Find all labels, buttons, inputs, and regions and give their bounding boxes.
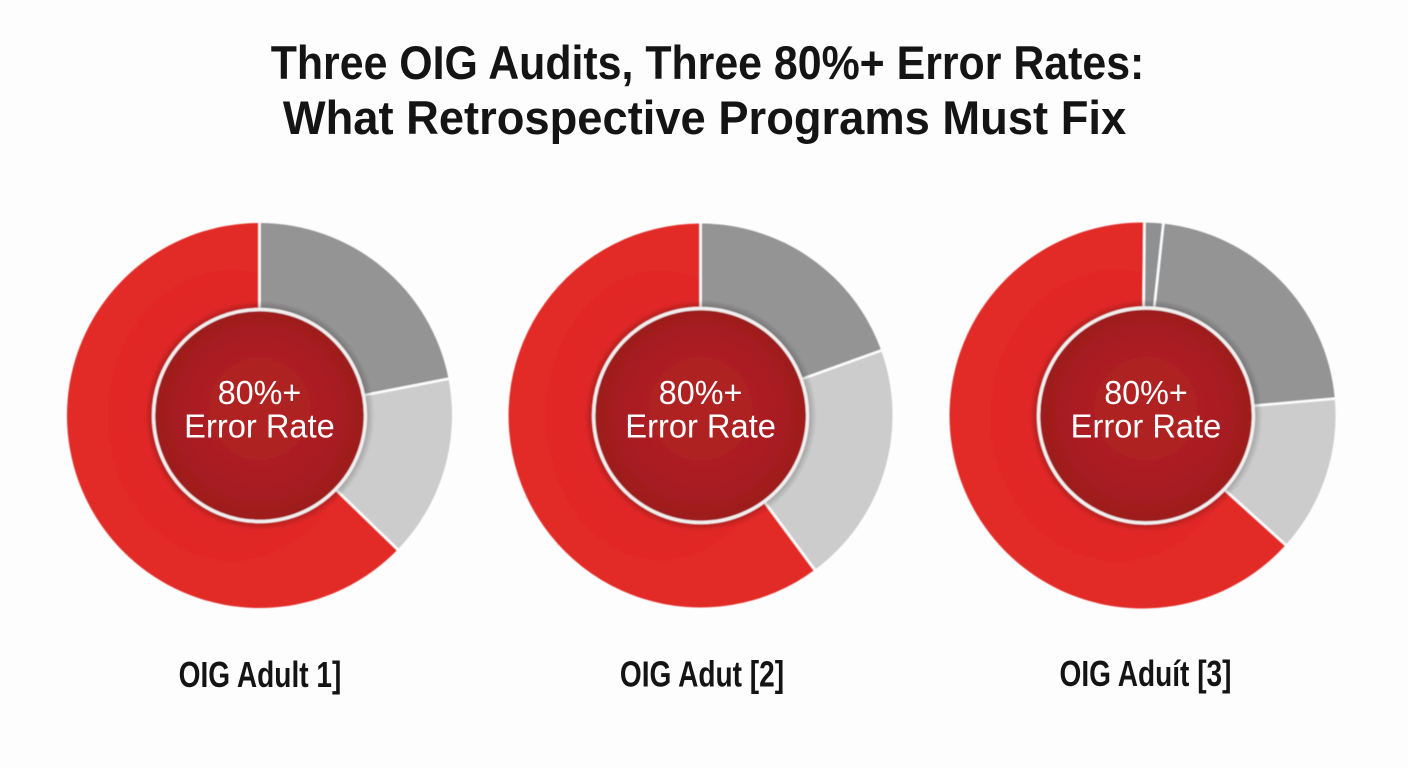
svg-text:OIG Adut [2]: OIG Adut [2] <box>620 654 784 694</box>
svg-text:Error Rate: Error Rate <box>625 407 776 444</box>
svg-text:OIG Aduít [3]: OIG Aduít [3] <box>1059 654 1231 694</box>
svg-text:Error Rate: Error Rate <box>184 407 335 444</box>
svg-text:OIG Adult 1]: OIG Adult 1] <box>179 655 342 695</box>
svg-text:Error Rate: Error Rate <box>1071 407 1222 444</box>
svg-text:80%+: 80%+ <box>218 374 302 411</box>
svg-text:80%+: 80%+ <box>659 374 743 411</box>
svg-text:What Retrospective Programs Mu: What Retrospective Programs Must Fix <box>283 91 1127 144</box>
svg-text:80%+: 80%+ <box>1104 374 1188 411</box>
svg-text:Three OIG Audits, Three 80%+ E: Three OIG Audits, Three 80%+ Error Rates… <box>271 36 1145 89</box>
